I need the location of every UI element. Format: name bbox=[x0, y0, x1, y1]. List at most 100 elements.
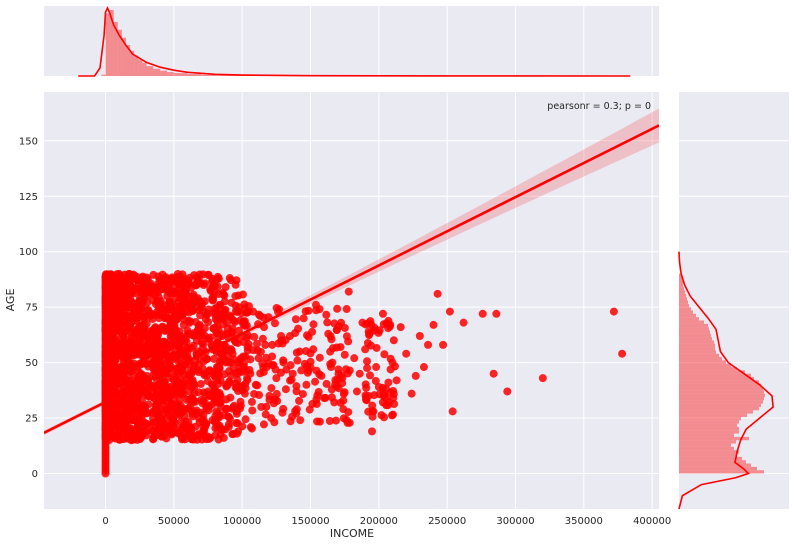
scatter-point bbox=[439, 340, 448, 349]
scatter-point bbox=[165, 390, 174, 399]
scatter-point bbox=[419, 363, 428, 372]
scatter-point bbox=[332, 416, 341, 425]
y-tick-label: 50 bbox=[25, 358, 38, 369]
scatter-point bbox=[192, 336, 201, 345]
scatter-point bbox=[195, 270, 204, 279]
scatter-point bbox=[221, 283, 230, 292]
scatter-point bbox=[295, 396, 304, 405]
scatter-point bbox=[259, 420, 268, 429]
scatter-point bbox=[618, 349, 627, 358]
scatter-point bbox=[392, 376, 401, 385]
scatter-point bbox=[148, 426, 157, 435]
scatter-point bbox=[213, 329, 222, 338]
scatter-point bbox=[609, 307, 618, 316]
scatter-point bbox=[185, 279, 194, 288]
scatter-point bbox=[101, 292, 110, 301]
scatter-point bbox=[330, 398, 339, 407]
scatter-point bbox=[286, 331, 294, 340]
right-marginal-histogram bbox=[678, 251, 774, 510]
scatter-point bbox=[225, 274, 234, 283]
right-hist-bar bbox=[679, 410, 753, 414]
scatter-point bbox=[252, 339, 261, 348]
scatter-point bbox=[139, 312, 148, 321]
scatter-point bbox=[331, 380, 340, 389]
scatter-point bbox=[203, 355, 212, 364]
scatter-point bbox=[478, 309, 487, 318]
scatter-point bbox=[172, 312, 181, 321]
scatter-point bbox=[139, 352, 148, 361]
scatter-point bbox=[232, 383, 241, 392]
scatter-point bbox=[130, 289, 139, 298]
scatter-point bbox=[261, 340, 270, 349]
right-hist-bar bbox=[679, 313, 696, 318]
scatter-point bbox=[298, 390, 307, 399]
scatter-point bbox=[292, 405, 301, 414]
scatter-point bbox=[114, 371, 123, 380]
scatter-point bbox=[176, 290, 185, 299]
right-hist-bar bbox=[679, 370, 745, 374]
scatter-point bbox=[240, 304, 249, 313]
scatter-point bbox=[225, 414, 234, 423]
scatter-point bbox=[363, 357, 372, 366]
scatter-point bbox=[246, 423, 255, 432]
right-hist-bar bbox=[679, 400, 763, 404]
right-hist-bar bbox=[679, 357, 722, 361]
scatter-point bbox=[148, 408, 157, 417]
scatter-point bbox=[137, 305, 146, 314]
scatter-point bbox=[361, 345, 370, 354]
scatter-point bbox=[165, 298, 174, 307]
scatter-point bbox=[311, 377, 320, 386]
right-hist-bar bbox=[679, 280, 683, 284]
scatter-point bbox=[183, 344, 192, 353]
scatter-point bbox=[344, 287, 353, 296]
scatter-point bbox=[241, 415, 250, 424]
scatter-point bbox=[292, 387, 301, 396]
scatter-point bbox=[114, 273, 123, 282]
scatter-point bbox=[342, 365, 351, 374]
right-hist-bar bbox=[679, 317, 699, 321]
scatter-point bbox=[174, 343, 183, 352]
scatter-point bbox=[293, 356, 302, 365]
scatter-point bbox=[182, 337, 191, 346]
scatter-point bbox=[362, 393, 371, 402]
scatter-point bbox=[191, 294, 200, 303]
scatter-point bbox=[120, 342, 129, 351]
scatter-point bbox=[228, 349, 237, 358]
scatter-point bbox=[179, 379, 188, 388]
scatter-point bbox=[200, 426, 209, 435]
scatter-point bbox=[105, 389, 114, 398]
scatter-point bbox=[363, 364, 372, 373]
scatter-point bbox=[388, 410, 397, 419]
scatter-point bbox=[313, 391, 322, 400]
scatter-point bbox=[161, 304, 170, 313]
scatter-point bbox=[161, 312, 170, 321]
scatter-point bbox=[170, 282, 179, 291]
scatter-point bbox=[196, 311, 205, 320]
right-hist-bar bbox=[679, 456, 742, 461]
scatter-point bbox=[103, 423, 112, 432]
scatter-point bbox=[188, 383, 197, 392]
scatter-point bbox=[211, 371, 220, 380]
scatter-point bbox=[270, 319, 279, 328]
scatter-point bbox=[200, 297, 209, 306]
scatter-point bbox=[301, 347, 310, 356]
scatter-point bbox=[149, 270, 158, 279]
scatter-point bbox=[126, 347, 135, 356]
scatter-point bbox=[433, 289, 442, 298]
right-hist-bar bbox=[679, 426, 739, 431]
scatter-point bbox=[107, 353, 116, 362]
scatter-point bbox=[126, 295, 135, 304]
scatter-point bbox=[411, 371, 420, 380]
right-hist-bar bbox=[679, 290, 685, 294]
scatter-point bbox=[225, 378, 234, 387]
top-hist-bar bbox=[214, 75, 243, 76]
scatter-point bbox=[538, 374, 547, 383]
right-hist-bar bbox=[679, 443, 731, 447]
scatter-point bbox=[445, 307, 454, 316]
scatter-point bbox=[256, 347, 265, 356]
scatter-point bbox=[138, 272, 147, 281]
scatter-point bbox=[151, 323, 160, 332]
scatter-point bbox=[123, 434, 132, 443]
top-hist-bar bbox=[109, 10, 114, 76]
scatter-point bbox=[287, 375, 296, 384]
